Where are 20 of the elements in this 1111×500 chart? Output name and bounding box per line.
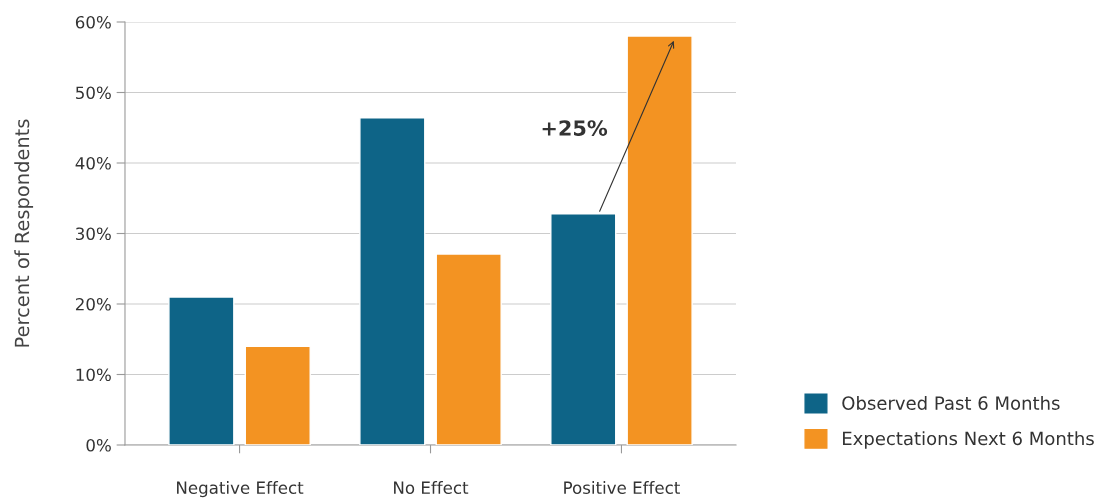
bar bbox=[359, 117, 426, 445]
bar bbox=[550, 213, 617, 445]
y-tick-label: 20% bbox=[75, 297, 111, 311]
y-axis-title: Percent of Respondents bbox=[14, 119, 34, 347]
bar bbox=[626, 35, 693, 445]
annotation: +25% bbox=[542, 120, 608, 136]
y-tick-label: 10% bbox=[76, 368, 111, 382]
x-tick-label: Positive Effect bbox=[564, 481, 680, 495]
y-tick-label: 50% bbox=[76, 86, 111, 100]
bar bbox=[244, 345, 311, 445]
bar bbox=[435, 253, 502, 445]
legend-label: Observed Past 6 Months bbox=[842, 395, 1060, 410]
legend-label: Expectations Next 6 Months bbox=[843, 431, 1094, 449]
y-tick-label: 60% bbox=[75, 15, 111, 29]
y-tick-label: 0% bbox=[86, 438, 111, 452]
x-tick-label: No Effect bbox=[394, 481, 469, 495]
x-tick-label: Negative Effect bbox=[177, 481, 304, 498]
bar bbox=[168, 296, 235, 445]
y-tick-label: 30% bbox=[76, 227, 111, 241]
y-tick-label: 40% bbox=[75, 156, 111, 170]
